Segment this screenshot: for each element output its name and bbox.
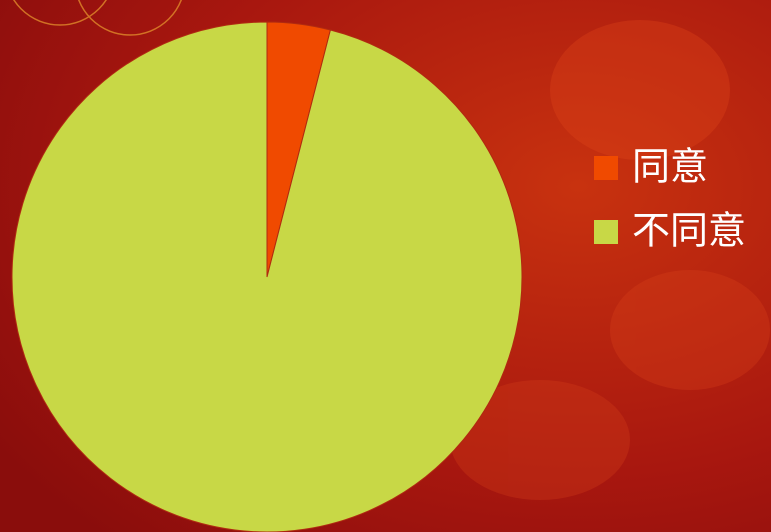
pie-slice <box>12 22 522 532</box>
chart: 同意不同意 <box>0 0 771 532</box>
page: {"chart_data": {"type": "pie", "categori… <box>0 0 771 532</box>
legend-label: 不同意 <box>632 209 746 253</box>
legend-swatch <box>594 156 618 180</box>
pie <box>12 22 522 532</box>
legend-swatch <box>594 220 618 244</box>
legend-label: 同意 <box>632 145 708 189</box>
